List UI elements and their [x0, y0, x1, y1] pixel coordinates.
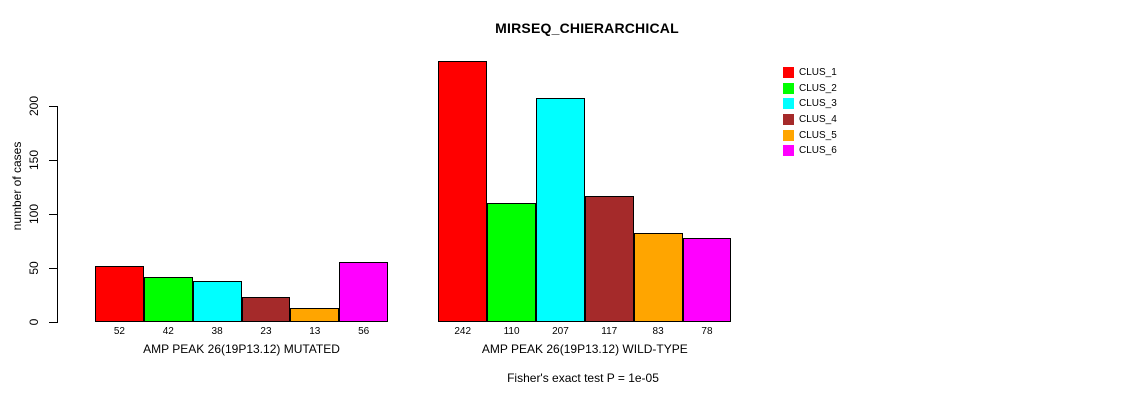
bar-clus_4-group0	[241, 297, 291, 323]
x-group-label-mutated: AMP PEAK 26(19P13.12) MUTATED	[143, 342, 340, 356]
y-tick-mark	[49, 159, 57, 161]
bar-clus_3-group0	[192, 281, 242, 323]
bar-clus_4-group1	[584, 195, 634, 323]
bar-value-label: 52	[113, 325, 125, 337]
legend-item-clus_4: CLUS_4	[783, 112, 837, 128]
bar-clus_2-group0	[143, 276, 193, 323]
legend-swatch-icon	[783, 98, 794, 110]
y-axis-title: number of cases	[10, 141, 24, 231]
y-tick-mark	[49, 267, 57, 269]
bar-clus_1-group0	[95, 266, 144, 323]
legend-label: CLUS_2	[799, 82, 837, 94]
bar-value-label: 83	[652, 325, 664, 337]
bar-value-label: 56	[358, 325, 370, 337]
legend-item-clus_2: CLUS_2	[783, 80, 837, 96]
bar-clus_2-group1	[487, 203, 536, 323]
legend-swatch-icon	[783, 113, 794, 125]
annotation-fisher-test: Fisher's exact test P = 1e-05	[507, 371, 659, 385]
y-tick-label: 100	[27, 204, 41, 225]
y-tick-mark	[49, 105, 57, 107]
bar-clus_3-group1	[536, 98, 585, 323]
y-tick-mark	[49, 321, 57, 323]
y-tick-label: 50	[27, 261, 41, 275]
y-axis-line	[57, 106, 58, 323]
legend-item-clus_5: CLUS_5	[783, 127, 837, 143]
bar-clus_6-group1	[682, 237, 732, 323]
legend-label: CLUS_6	[799, 145, 837, 157]
y-tick-label: 0	[27, 318, 41, 326]
bar-value-label: 38	[211, 325, 223, 337]
y-tick-mark	[49, 213, 57, 215]
legend-label: CLUS_5	[799, 129, 837, 141]
bar-value-label: 207	[552, 325, 569, 337]
legend-label: CLUS_1	[799, 66, 837, 78]
bar-value-label: 110	[503, 325, 520, 337]
bar-value-label: 42	[162, 325, 174, 337]
bar-value-label: 13	[309, 325, 321, 337]
legend-label: CLUS_4	[799, 113, 837, 125]
chart-title: MIRSEQ_CHIERARCHICAL	[495, 20, 679, 36]
bar-value-label: 23	[260, 325, 272, 337]
x-group-label-wild-type: AMP PEAK 26(19P13.12) WILD-TYPE	[481, 342, 688, 356]
legend-swatch-icon	[783, 82, 794, 94]
bar-value-label: 117	[601, 325, 618, 337]
legend-item-clus_1: CLUS_1	[783, 65, 837, 81]
legend-item-clus_6: CLUS_6	[783, 143, 837, 159]
legend-label: CLUS_3	[799, 98, 837, 110]
legend-swatch-icon	[783, 129, 794, 141]
y-tick-label: 200	[27, 95, 41, 117]
y-tick-label: 150	[27, 150, 41, 171]
legend-item-clus_3: CLUS_3	[783, 96, 837, 112]
legend-swatch-icon	[783, 66, 794, 78]
bar-clus_6-group0	[339, 261, 389, 323]
bar-value-label: 78	[701, 325, 713, 337]
bar-clus_5-group1	[633, 232, 683, 323]
legend-swatch-icon	[783, 145, 794, 157]
bar-value-label: 242	[454, 325, 472, 337]
bar-clus_1-group1	[438, 60, 488, 323]
bar-clus_5-group0	[290, 308, 340, 323]
